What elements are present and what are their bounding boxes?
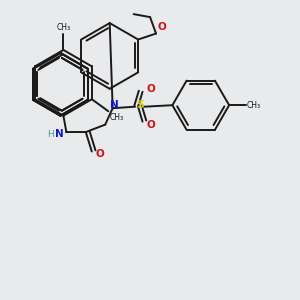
Text: CH₃: CH₃	[56, 23, 70, 32]
Text: O: O	[146, 84, 155, 94]
Text: CH₃: CH₃	[110, 113, 124, 122]
Text: N: N	[55, 130, 63, 140]
Text: H: H	[47, 130, 54, 139]
Text: O: O	[146, 120, 155, 130]
Text: N: N	[110, 100, 118, 110]
Text: O: O	[158, 22, 166, 32]
Text: CH₃: CH₃	[247, 101, 261, 110]
Text: S: S	[137, 100, 144, 110]
Text: O: O	[95, 149, 104, 159]
